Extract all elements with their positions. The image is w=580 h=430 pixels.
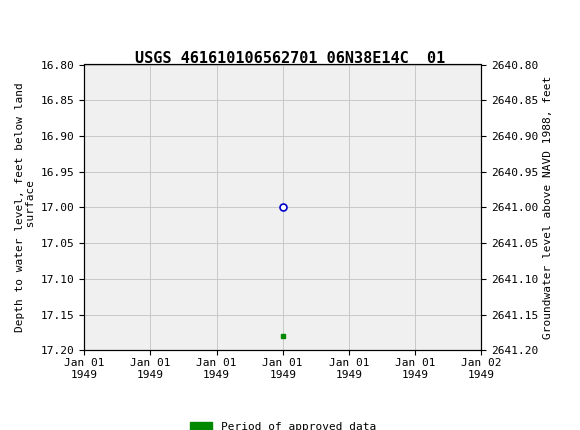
Text: USGS: USGS [38, 11, 115, 34]
Y-axis label: Depth to water level, feet below land
 surface: Depth to water level, feet below land su… [15, 83, 37, 332]
Y-axis label: Groundwater level above NAVD 1988, feet: Groundwater level above NAVD 1988, feet [542, 76, 553, 339]
Text: USGS 461610106562701 06N38E14C  01: USGS 461610106562701 06N38E14C 01 [135, 51, 445, 65]
Legend: Period of approved data: Period of approved data [185, 418, 380, 430]
Text: ≡: ≡ [6, 8, 31, 37]
